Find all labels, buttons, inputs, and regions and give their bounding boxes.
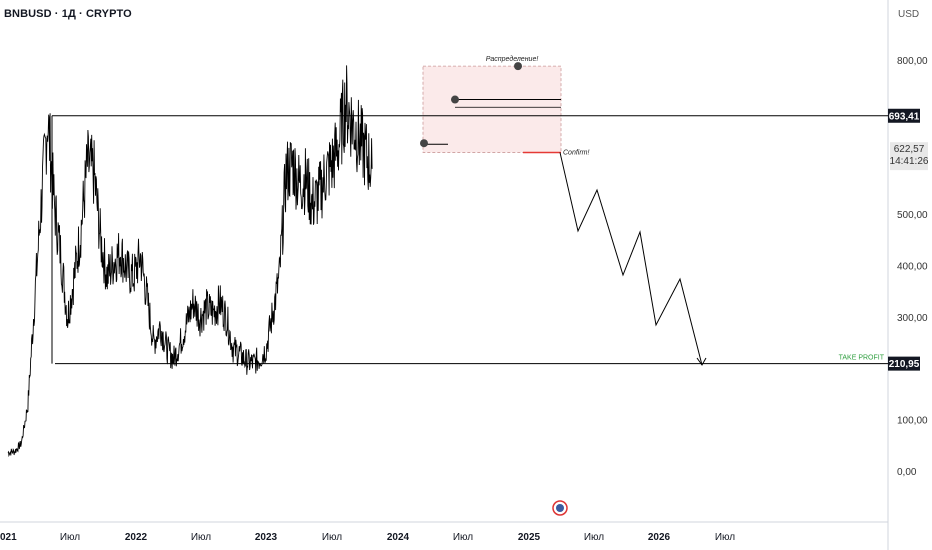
x-tick-label: 2022 (125, 532, 148, 543)
x-tick-label: Июл (191, 532, 211, 543)
x-tick-label: Июл (60, 532, 80, 543)
projection-path (559, 152, 703, 366)
y-tick-label: 0,00 (897, 467, 917, 478)
price-series-line (7, 65, 373, 458)
y-tick-label: 400,00 (897, 262, 928, 273)
take-profit-label: TAKE PROFIT (839, 355, 885, 362)
x-tick-label: 021 (0, 532, 17, 543)
distribution-zone (422, 65, 562, 153)
events-icon-center (556, 504, 564, 512)
peak-marker-dot (514, 62, 522, 71)
y-tick-label: 500,00 (897, 210, 928, 221)
currency-label[interactable]: USD (898, 9, 920, 20)
current-price-time: 14:41:26 (890, 156, 929, 167)
x-tick-label: 2026 (648, 532, 671, 543)
x-tick-label: Июл (322, 532, 342, 543)
current-price-tag-bg (890, 142, 928, 171)
support-price-tag-text: 210,95 (889, 359, 920, 370)
peak-marker-dot (420, 139, 428, 148)
y-tick-label: 800,00 (897, 56, 928, 67)
x-tick-label: 2025 (518, 532, 541, 543)
y-tick-label: 100,00 (897, 416, 928, 427)
x-tick-label: Июл (584, 532, 604, 543)
support-price-tag-bg (888, 356, 920, 371)
x-tick-label: Июл (453, 532, 473, 543)
symbol-title[interactable]: BNBUSD · 1Д · CRYPTO (4, 8, 132, 20)
x-tick-label: 2024 (387, 532, 410, 543)
current-price-value: 622,57 (894, 144, 925, 155)
confirm-label: Confirm! (563, 149, 590, 156)
distribution-label: Распределение! (486, 55, 539, 63)
resistance-price-tag-text: 693,41 (889, 111, 920, 122)
y-tick-label: 300,00 (897, 313, 928, 324)
projection-arrowhead (696, 357, 707, 366)
resistance-price-tag-bg (888, 108, 920, 123)
x-tick-label: Июл (715, 532, 735, 543)
x-tick-label: 2023 (255, 532, 278, 543)
peak-marker-dot (451, 95, 459, 104)
